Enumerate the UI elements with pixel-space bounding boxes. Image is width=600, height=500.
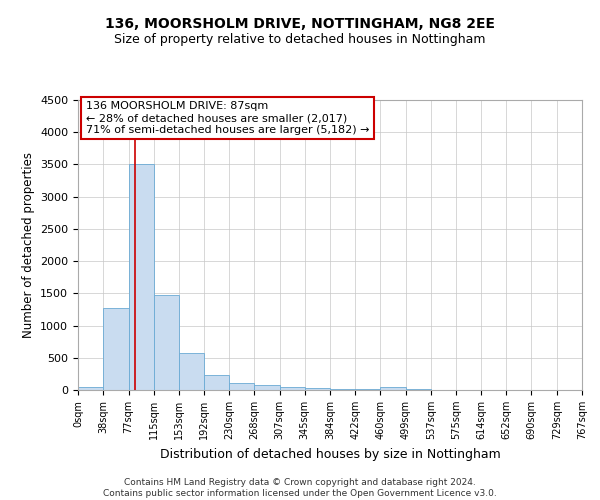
Text: 136 MOORSHOLM DRIVE: 87sqm
← 28% of detached houses are smaller (2,017)
71% of s: 136 MOORSHOLM DRIVE: 87sqm ← 28% of deta… [86, 102, 369, 134]
Bar [280, 387, 305, 390]
Bar [355, 389, 380, 390]
Bar [380, 387, 406, 390]
Y-axis label: Number of detached properties: Number of detached properties [22, 152, 35, 338]
Text: Size of property relative to detached houses in Nottingham: Size of property relative to detached ho… [114, 32, 486, 46]
Bar [103, 308, 128, 390]
Bar [154, 294, 179, 390]
Bar [128, 164, 154, 390]
Bar [204, 374, 229, 390]
Bar [305, 388, 331, 390]
Bar [229, 382, 254, 390]
Text: 136, MOORSHOLM DRIVE, NOTTINGHAM, NG8 2EE: 136, MOORSHOLM DRIVE, NOTTINGHAM, NG8 2E… [105, 18, 495, 32]
X-axis label: Distribution of detached houses by size in Nottingham: Distribution of detached houses by size … [160, 448, 500, 460]
Text: Contains HM Land Registry data © Crown copyright and database right 2024.
Contai: Contains HM Land Registry data © Crown c… [103, 478, 497, 498]
Bar [179, 352, 204, 390]
Bar [331, 388, 355, 390]
Bar [78, 388, 103, 390]
Bar [254, 385, 280, 390]
